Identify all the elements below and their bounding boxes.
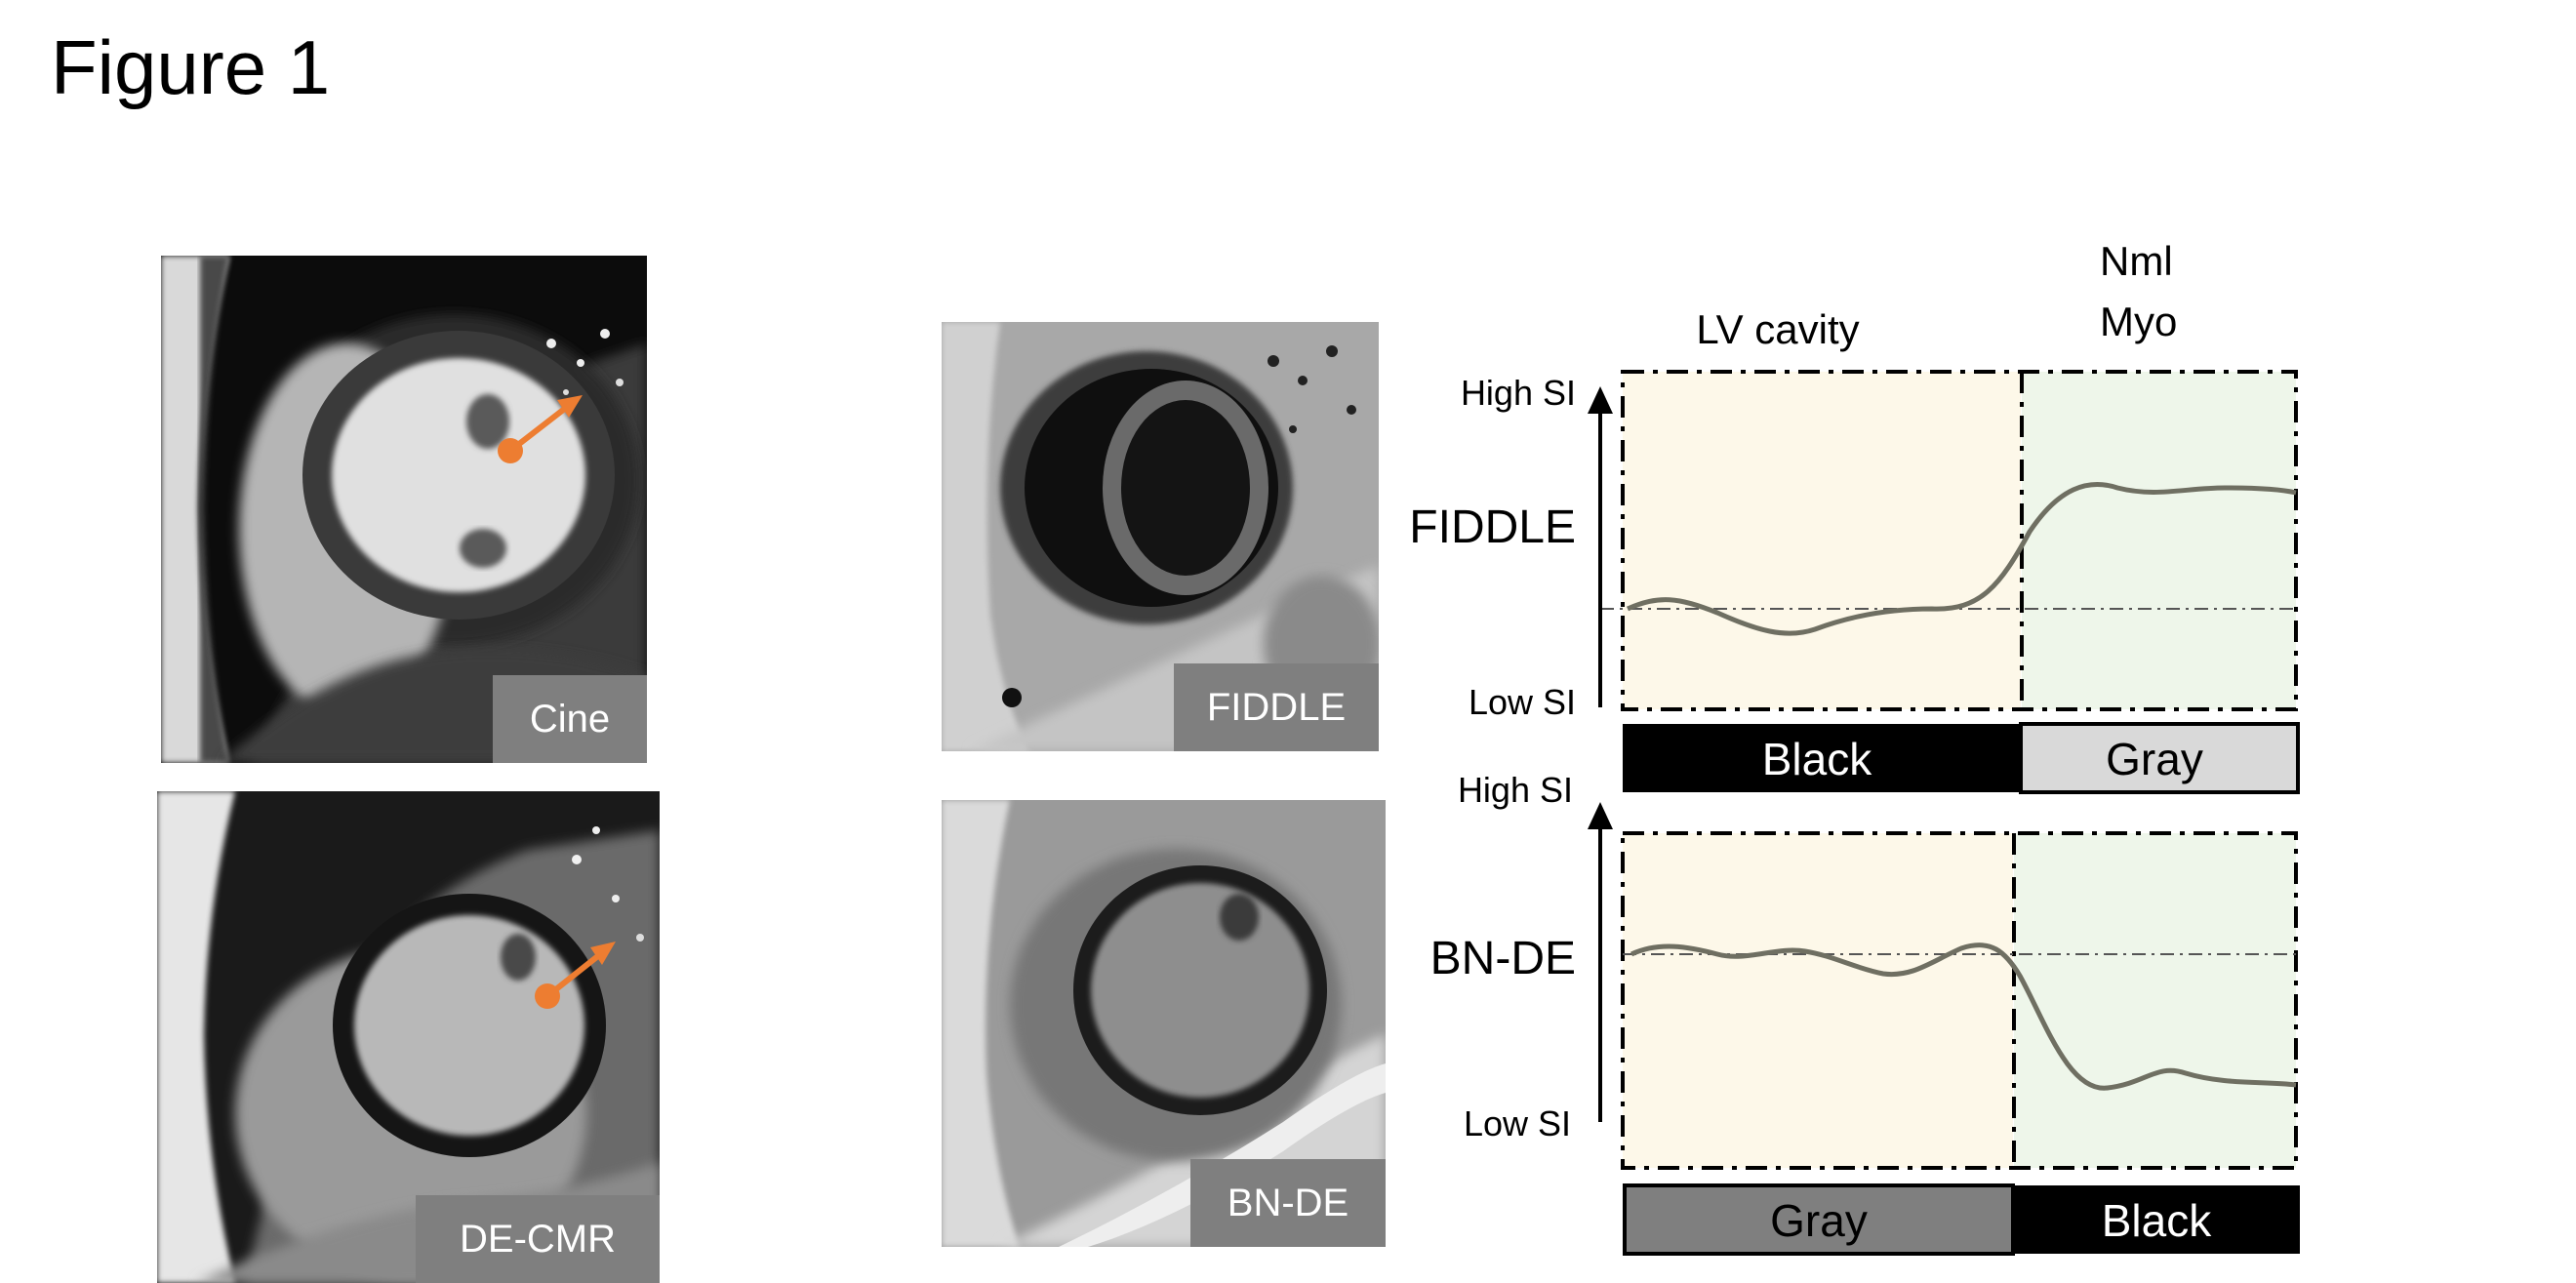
decmr-arrow [157, 791, 660, 1283]
bar-left-label: Gray [1770, 1195, 1868, 1246]
bnde-plot: High SI Low SI BN-DE Gray Black [1430, 770, 2300, 1256]
myo-region-bg [2014, 833, 2296, 1168]
method-label: FIDDLE [1409, 501, 1576, 553]
lv-cavity-label: LV cavity [1696, 306, 1859, 352]
myo-region-bg [2022, 372, 2296, 709]
low-si-label: Low SI [1464, 1103, 1571, 1143]
fiddle-plot: High SI Low SI FIDDLE Black Gray [1409, 370, 2300, 794]
axis-arrow-icon [1588, 802, 1613, 829]
nml-label: Nml [2100, 238, 2173, 284]
fiddle-label: FIDDLE [1174, 663, 1379, 751]
bar-left [1623, 724, 2021, 792]
decmr-label: DE-CMR [416, 1195, 660, 1283]
bar-right-label: Black [2102, 1195, 2212, 1246]
fiddle-image: FIDDLE [942, 322, 1379, 751]
axis-arrow-icon [1588, 386, 1613, 414]
cine-arrow [161, 256, 647, 763]
cine-image: Cine [161, 256, 647, 763]
lv-region-bg [1623, 372, 2021, 709]
bar-left-label: Black [1762, 734, 1872, 784]
bnde-label: BN-DE [1190, 1159, 1386, 1247]
bar-right [2013, 1185, 2300, 1254]
plot-frame [1621, 370, 2298, 711]
arrow-head-icon [590, 942, 616, 965]
high-si-label: High SI [1458, 770, 1573, 810]
bnde-si-curve [1630, 942, 2297, 1091]
bar-right [2019, 722, 2300, 794]
bnde-image: BN-DE [942, 800, 1386, 1247]
decmr-image: DE-CMR [157, 791, 660, 1283]
bar-right-label: Gray [2106, 734, 2203, 784]
bar-left [1623, 1183, 2015, 1256]
myo-label: Myo [2100, 299, 2177, 344]
figure-title: Figure 1 [51, 24, 331, 110]
lv-region-bg [1623, 833, 2013, 1168]
arrow-shaft [545, 948, 606, 999]
low-si-label: Low SI [1469, 682, 1576, 722]
fiddle-si-curve [1626, 482, 2297, 636]
plot-frame [1621, 831, 2298, 1170]
high-si-label: High SI [1461, 373, 1576, 413]
arrow-shaft [508, 401, 573, 454]
method-label: BN-DE [1430, 933, 1576, 984]
cine-label: Cine [493, 675, 647, 763]
arrow-head-icon [557, 395, 583, 418]
